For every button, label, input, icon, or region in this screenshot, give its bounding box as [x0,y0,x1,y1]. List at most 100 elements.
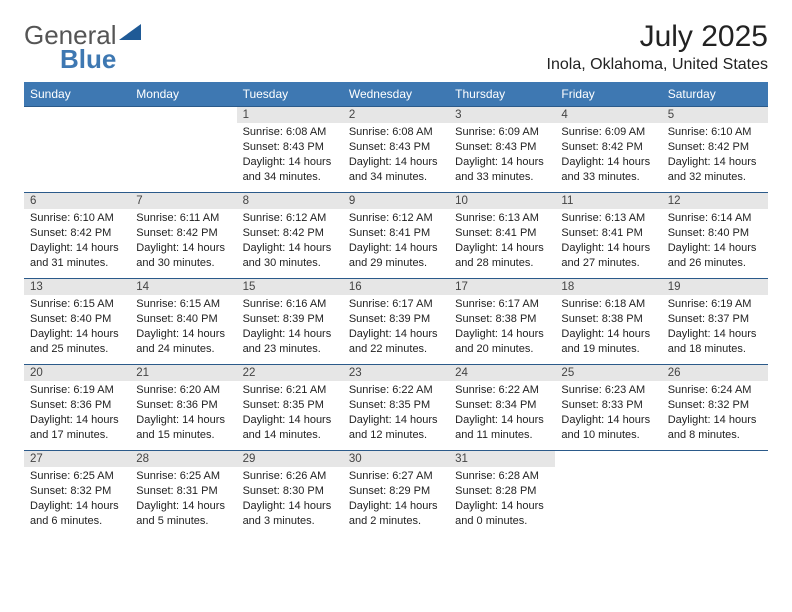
daylight-text: Daylight: 14 hours and 18 minutes. [668,327,762,357]
sunset-text: Sunset: 8:39 PM [243,312,337,327]
sunrise-text: Sunrise: 6:08 AM [243,125,337,140]
day-header: Monday [130,82,236,106]
day-number: 29 [237,451,343,467]
sunrise-text: Sunrise: 6:19 AM [30,383,124,398]
day-body: Sunrise: 6:13 AMSunset: 8:41 PMDaylight:… [449,209,555,276]
day-body: Sunrise: 6:22 AMSunset: 8:35 PMDaylight:… [343,381,449,448]
sunrise-text: Sunrise: 6:18 AM [561,297,655,312]
calendar-cell: 3Sunrise: 6:09 AMSunset: 8:43 PMDaylight… [449,106,555,192]
sunset-text: Sunset: 8:29 PM [349,484,443,499]
day-header: Friday [555,82,661,106]
day-number: 3 [449,107,555,123]
day-number: 21 [130,365,236,381]
sunset-text: Sunset: 8:42 PM [668,140,762,155]
day-number: 26 [662,365,768,381]
sunset-text: Sunset: 8:43 PM [349,140,443,155]
daylight-text: Daylight: 14 hours and 14 minutes. [243,413,337,443]
daylight-text: Daylight: 14 hours and 24 minutes. [136,327,230,357]
sunset-text: Sunset: 8:38 PM [455,312,549,327]
logo-triangle-icon [119,24,141,42]
sunrise-text: Sunrise: 6:25 AM [136,469,230,484]
day-body: Sunrise: 6:17 AMSunset: 8:38 PMDaylight:… [449,295,555,362]
sunrise-text: Sunrise: 6:15 AM [136,297,230,312]
day-number: 23 [343,365,449,381]
day-body: Sunrise: 6:23 AMSunset: 8:33 PMDaylight:… [555,381,661,448]
sunset-text: Sunset: 8:42 PM [561,140,655,155]
sunset-text: Sunset: 8:40 PM [136,312,230,327]
calendar-grid: SundayMondayTuesdayWednesdayThursdayFrid… [24,82,768,536]
day-number: 4 [555,107,661,123]
day-body: Sunrise: 6:12 AMSunset: 8:41 PMDaylight:… [343,209,449,276]
daylight-text: Daylight: 14 hours and 0 minutes. [455,499,549,529]
day-body: Sunrise: 6:10 AMSunset: 8:42 PMDaylight:… [24,209,130,276]
day-number: 13 [24,279,130,295]
sunset-text: Sunset: 8:38 PM [561,312,655,327]
calendar-cell-empty [130,106,236,192]
calendar-cell: 14Sunrise: 6:15 AMSunset: 8:40 PMDayligh… [130,278,236,364]
sunrise-text: Sunrise: 6:08 AM [349,125,443,140]
calendar-cell: 4Sunrise: 6:09 AMSunset: 8:42 PMDaylight… [555,106,661,192]
daylight-text: Daylight: 14 hours and 22 minutes. [349,327,443,357]
sunrise-text: Sunrise: 6:21 AM [243,383,337,398]
sunset-text: Sunset: 8:41 PM [455,226,549,241]
day-number: 28 [130,451,236,467]
calendar-cell: 19Sunrise: 6:19 AMSunset: 8:37 PMDayligh… [662,278,768,364]
sunset-text: Sunset: 8:41 PM [349,226,443,241]
sunset-text: Sunset: 8:33 PM [561,398,655,413]
calendar-cell: 16 Sunrise: 6:17 AMSunset: 8:39 PMDayligh… [343,278,449,364]
sunrise-text: Sunrise: 6:09 AM [561,125,655,140]
day-number: 27 [24,451,130,467]
sunset-text: Sunset: 8:32 PM [668,398,762,413]
sunrise-text: Sunrise: 6:13 AM [561,211,655,226]
daylight-text: Daylight: 14 hours and 17 minutes. [30,413,124,443]
day-number: 17 [449,279,555,295]
day-number: 16 [343,279,449,295]
sunrise-text: Sunrise: 6:15 AM [30,297,124,312]
day-header: Sunday [24,82,130,106]
sunrise-text: Sunrise: 6:12 AM [243,211,337,226]
day-number: 18 [555,279,661,295]
calendar-cell: 7Sunrise: 6:11 AMSunset: 8:42 PMDaylight… [130,192,236,278]
logo-text-2: Blue [60,44,116,74]
calendar-cell: 23Sunrise: 6:22 AMSunset: 8:35 PMDayligh… [343,364,449,450]
day-number: 25 [555,365,661,381]
sunrise-text: Sunrise: 6:20 AM [136,383,230,398]
calendar-cell: 15Sunrise: 6:16 AMSunset: 8:39 PMDayligh… [237,278,343,364]
day-body: Sunrise: 6:19 AMSunset: 8:36 PMDaylight:… [24,381,130,448]
calendar-cell: 30Sunrise: 6:27 AMSunset: 8:29 PMDayligh… [343,450,449,536]
day-body: Sunrise: 6:13 AMSunset: 8:41 PMDaylight:… [555,209,661,276]
sunset-text: Sunset: 8:31 PM [136,484,230,499]
day-number: 30 [343,451,449,467]
day-body: Sunrise: 6:14 AMSunset: 8:40 PMDaylight:… [662,209,768,276]
sunset-text: Sunset: 8:39 PM [349,312,443,327]
daylight-text: Daylight: 14 hours and 3 minutes. [243,499,337,529]
calendar-cell-empty [555,450,661,536]
brand-logo: General Blue [24,20,141,51]
daylight-text: Daylight: 14 hours and 28 minutes. [455,241,549,271]
day-body: Sunrise: 6:28 AMSunset: 8:28 PMDaylight:… [449,467,555,534]
sunrise-text: Sunrise: 6:09 AM [455,125,549,140]
sunrise-text: Sunrise: 6:13 AM [455,211,549,226]
calendar-cell: 28Sunrise: 6:25 AMSunset: 8:31 PMDayligh… [130,450,236,536]
daylight-text: Daylight: 14 hours and 25 minutes. [30,327,124,357]
day-body: Sunrise: 6:10 AMSunset: 8:42 PMDaylight:… [662,123,768,190]
daylight-text: Daylight: 14 hours and 32 minutes. [668,155,762,185]
daylight-text: Daylight: 14 hours and 2 minutes. [349,499,443,529]
sunset-text: Sunset: 8:43 PM [243,140,337,155]
day-body: Sunrise: 6:20 AMSunset: 8:36 PMDaylight:… [130,381,236,448]
sunrise-text: Sunrise: 6:17 AM [349,297,443,312]
calendar-cell: 22Sunrise: 6:21 AMSunset: 8:35 PMDayligh… [237,364,343,450]
calendar-cell: 25Sunrise: 6:23 AMSunset: 8:33 PMDayligh… [555,364,661,450]
daylight-text: Daylight: 14 hours and 30 minutes. [243,241,337,271]
sunrise-text: Sunrise: 6:14 AM [668,211,762,226]
calendar-cell: 11Sunrise: 6:13 AMSunset: 8:41 PMDayligh… [555,192,661,278]
sunrise-text: Sunrise: 6:22 AM [349,383,443,398]
day-body: Sunrise: 6:11 AMSunset: 8:42 PMDaylight:… [130,209,236,276]
day-body: Sunrise: 6:26 AMSunset: 8:30 PMDaylight:… [237,467,343,534]
day-body: Sunrise: 6:12 AMSunset: 8:42 PMDaylight:… [237,209,343,276]
page-location: Inola, Oklahoma, United States [24,56,768,74]
calendar-cell: 20Sunrise: 6:19 AMSunset: 8:36 PMDayligh… [24,364,130,450]
daylight-text: Daylight: 14 hours and 33 minutes. [455,155,549,185]
day-body: Sunrise: 6:08 AMSunset: 8:43 PMDaylight:… [237,123,343,190]
daylight-text: Daylight: 14 hours and 27 minutes. [561,241,655,271]
